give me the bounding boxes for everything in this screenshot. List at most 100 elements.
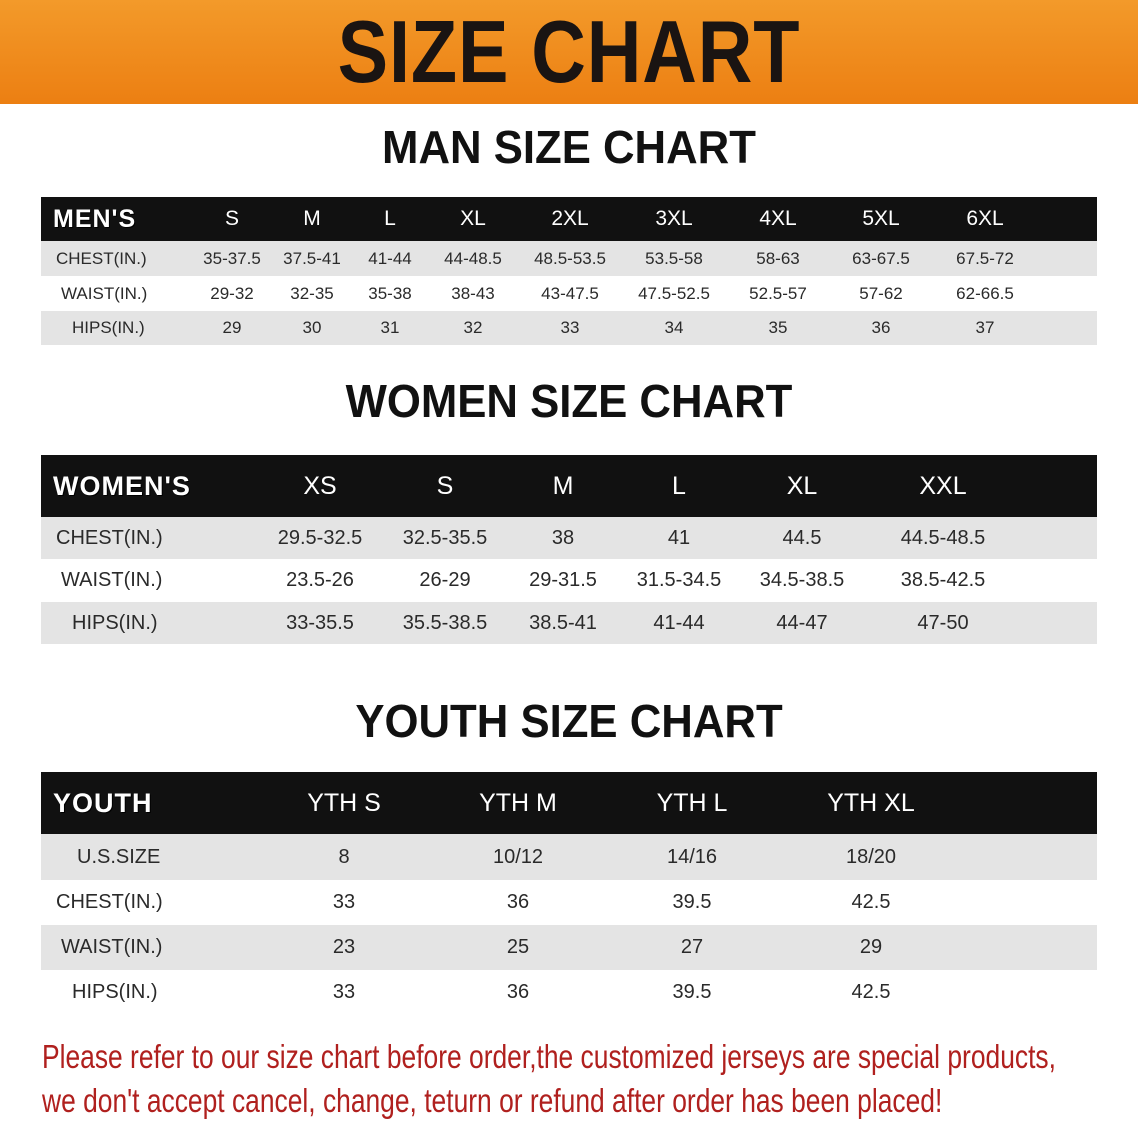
women-table-cell: 38 [551,526,575,549]
men-column-header: S [224,207,240,230]
youth-table-row: CHEST(IN.) 33 36 39.5 42.5 [41,880,1097,925]
men-size-table: MEN'S S M L XL 2XL 3XL 4XL 5XL 6XL CHEST(IN.) 35-37… [41,197,1097,345]
women-table-cell: 41-44 [653,611,705,634]
men-table-row: CHEST(IN.) 35-37.5 37.5-41 41-44 44-48.5 48.5… [41,241,1097,276]
women-table-row: CHEST(IN.) 29.5-32.5 32.5-35.5 38 41 44.5 44.5… [41,517,1097,559]
youth-row-label: CHEST(IN.) [56,891,163,913]
youth-corner-label: YOUTH [53,787,153,818]
youth-table-cell: 25 [506,936,530,958]
men-row-label: HIPS(IN.) [72,318,145,337]
youth-table-cell: 39.5 [672,891,712,913]
men-table-cell: 38-43 [451,283,495,303]
youth-table-row: U.S.SIZE 8 10/12 14/16 18/20 [41,834,1097,880]
women-row-label: CHEST(IN.) [56,526,163,549]
men-header-row: MEN'S S M L XL 2XL 3XL 4XL 5XL 6XL [41,197,1097,241]
men-row-label: WAIST(IN.) [61,283,148,303]
women-size-table: WOMEN'S XS S M L XL XXL CHEST(IN.) 29.5-32.5 32.5… [41,455,1097,644]
men-table-cell: 52.5-57 [749,283,807,303]
women-table-cell: 44.5-48.5 [900,526,986,549]
youth-row-label: WAIST(IN.) [61,936,163,958]
men-section-title: MAN SIZE CHART [382,121,756,173]
men-table-cell: 48.5-53.5 [534,248,606,268]
women-column-header: XS [303,471,337,500]
youth-column-header: YTH S [307,788,381,817]
men-column-header: 3XL [655,207,693,230]
men-table-cell: 58-63 [756,248,800,268]
youth-table-cell: 27 [680,936,704,958]
youth-table-row: WAIST(IN.) 23 25 27 29 [41,925,1097,970]
women-column-header: XL [786,471,818,500]
women-row-label: WAIST(IN.) [61,569,163,591]
youth-table-cell: 39.5 [672,981,712,1003]
youth-size-table: YOUTH YTH S YTH M YTH L YTH XL U.S.SIZE 8 10/12… [41,772,1097,1015]
men-table-cell: 32-35 [290,283,334,303]
youth-column-header: YTH M [479,788,557,817]
men-table-cell: 62-66.5 [956,283,1014,303]
women-table-row: WAIST(IN.) 23.5-26 26-29 29-31.5 31.5-34.5 34… [41,559,1097,602]
men-table-cell: 67.5-72 [956,248,1014,268]
women-table-cell: 29-31.5 [529,569,597,591]
men-column-header: 4XL [759,207,797,230]
women-table-cell: 33-35.5 [286,611,354,634]
youth-table-row: HIPS(IN.) 33 36 39.5 42.5 [41,970,1097,1015]
youth-table-cell: 14/16 [666,845,718,868]
women-column-header: M [552,471,574,500]
men-table-cell: 47.5-52.5 [638,283,710,303]
men-column-header: 6XL [966,207,1004,230]
youth-section-title: YOUTH SIZE CHART [355,695,783,747]
women-table-cell: 44-47 [776,611,828,634]
men-table-cell: 34 [664,318,684,337]
youth-table-cell: 33 [332,981,356,1003]
men-table-cell: 32 [463,318,483,337]
youth-table-cell: 10/12 [492,845,544,868]
youth-table-cell: 8 [338,845,350,868]
women-table-cell: 23.5-26 [286,569,354,591]
youth-table-cell: 29 [859,936,883,958]
banner: SIZE CHART [0,0,1138,104]
men-table-cell: 41-44 [368,248,412,268]
men-column-header: 2XL [551,207,589,230]
youth-column-header: YTH L [656,788,728,817]
women-table-cell: 26-29 [419,569,471,591]
men-table-row: HIPS(IN.) 29 30 31 32 33 34 35 36 37 [41,311,1097,345]
women-row-label: HIPS(IN.) [72,611,158,634]
youth-table-cell: 36 [506,981,530,1003]
men-column-header: L [384,207,396,230]
men-table-cell: 44-48.5 [444,248,502,268]
note-line-1: Please refer to our size chart before or… [42,1038,1056,1075]
women-table-cell: 47-50 [917,611,969,634]
women-table-cell: 34.5-38.5 [759,569,845,591]
men-table-cell: 37 [975,318,995,337]
women-column-header: L [672,471,686,500]
men-column-header: XL [460,207,486,230]
men-table-row: WAIST(IN.) 29-32 32-35 35-38 38-43 43-47.5 47.… [41,276,1097,311]
women-table-cell: 31.5-34.5 [636,569,722,591]
women-table-cell: 32.5-35.5 [402,526,488,549]
women-corner-label: WOMEN'S [53,470,191,501]
men-table-cell: 29-32 [210,283,254,303]
youth-column-header: YTH XL [827,788,915,817]
youth-header-row: YOUTH YTH S YTH M YTH L YTH XL [41,772,1097,834]
men-table-cell: 29 [222,318,242,337]
men-table-cell: 35 [768,318,788,337]
men-row-label: CHEST(IN.) [56,248,147,268]
youth-row-label: HIPS(IN.) [72,981,158,1003]
women-table-cell: 29.5-32.5 [277,526,363,549]
women-table-cell: 38.5-42.5 [900,569,986,591]
women-table-cell: 38.5-41 [529,611,597,634]
men-table-cell: 43-47.5 [541,283,599,303]
note-line-2: we don't accept cancel, change, teturn o… [42,1082,943,1119]
women-table-cell: 44.5 [782,526,822,549]
men-table-cell: 35-37.5 [203,248,261,268]
men-table-cell: 33 [560,318,580,337]
youth-table-cell: 23 [332,936,356,958]
men-table-cell: 35-38 [368,283,412,303]
youth-table-cell: 33 [332,891,356,913]
women-section-title: WOMEN SIZE CHART [345,375,793,427]
youth-table-cell: 42.5 [851,891,891,913]
women-column-header: XXL [919,471,967,500]
youth-row-label: U.S.SIZE [77,845,161,868]
women-column-header: S [436,471,454,500]
men-corner-label: MEN'S [53,204,137,233]
men-table-cell: 30 [302,318,322,337]
